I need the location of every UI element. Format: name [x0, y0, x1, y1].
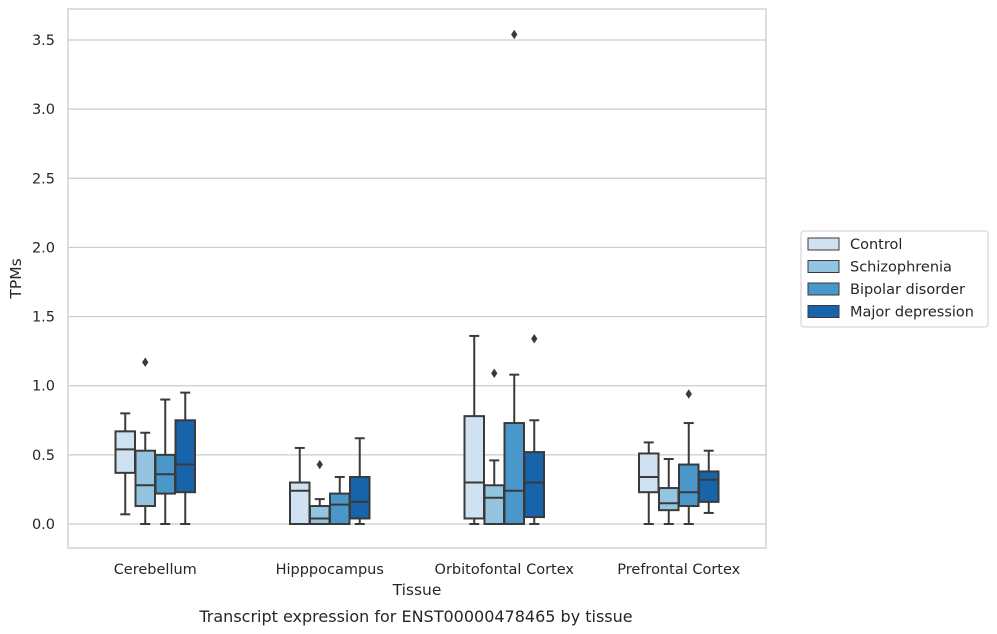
box-group — [463, 334, 485, 525]
outlier-point — [531, 333, 538, 344]
legend-box — [800, 230, 989, 328]
box-group — [329, 475, 351, 526]
box-group — [483, 368, 505, 525]
box-body — [114, 430, 136, 474]
box-body — [463, 415, 485, 520]
box-group — [289, 446, 311, 525]
x-axis-title: Tissue — [392, 581, 442, 599]
box-group — [678, 389, 700, 525]
box-group — [503, 29, 525, 525]
y-axis-title: TPMs — [7, 258, 25, 299]
box-body — [638, 452, 660, 494]
legend-label: Major depression — [850, 305, 974, 321]
x-tick-labels: Cerebellum Hipppocampus Orbitofontal Corte… — [114, 562, 741, 578]
x-tick-label: Orbitofontal Cortex — [435, 562, 575, 578]
box-body — [349, 475, 371, 520]
x-tick-label: Hipppocampus — [276, 562, 384, 578]
y-tick-labels: 0.0 0.5 1.0 1.5 2.0 2.5 3.0 3.5 — [32, 33, 55, 533]
legend-swatch — [807, 237, 840, 251]
legend-label: Schizophrenia — [850, 260, 952, 276]
box-body — [289, 481, 311, 525]
box-body — [329, 492, 351, 526]
box-body — [503, 422, 525, 525]
x-tick-label: Cerebellum — [114, 562, 197, 578]
legend-swatch — [807, 305, 840, 318]
box-group — [309, 459, 331, 525]
plot-frame — [67, 8, 767, 549]
box-body — [309, 505, 331, 525]
outlier-point — [142, 357, 149, 367]
box-body — [658, 487, 680, 512]
box-marks — [114, 29, 720, 526]
legend-swatch — [807, 282, 840, 296]
chart-caption: Transcript expression for ENST0000047846… — [198, 607, 632, 626]
box-group — [174, 391, 196, 525]
outlier-point — [316, 459, 323, 470]
box-group — [154, 398, 176, 525]
box-body — [174, 419, 196, 494]
grid-lines — [68, 39, 766, 525]
box-body — [483, 484, 505, 525]
box-group — [523, 333, 545, 525]
box-group — [134, 357, 156, 525]
box-body — [678, 463, 700, 508]
legend-label: Bipolar disorder — [850, 282, 965, 298]
box-group — [114, 412, 136, 516]
legend: Control Schizophrenia Bipolar disorder Majo… — [800, 230, 989, 328]
legend-item: Major depression — [807, 305, 974, 321]
y-tick-label: 3.0 — [32, 102, 55, 118]
box-body — [134, 449, 156, 508]
outlier-point — [685, 389, 692, 399]
legend-item: Schizophrenia — [807, 260, 952, 276]
legend-item: Control — [807, 237, 902, 253]
y-tick-label: 2.5 — [32, 171, 55, 187]
outlier-point — [511, 29, 518, 40]
outlier-point — [491, 368, 498, 378]
y-tick-label: 1.0 — [32, 379, 55, 395]
box-group — [349, 437, 371, 525]
x-tick-label: Prefrontal Cortex — [617, 562, 740, 578]
box-group — [658, 458, 680, 525]
y-tick-label: 0.0 — [32, 517, 55, 533]
legend-item: Bipolar disorder — [807, 282, 965, 298]
box-body — [698, 470, 720, 503]
y-tick-label: 0.5 — [32, 448, 55, 464]
y-tick-label: 3.5 — [32, 33, 55, 49]
legend-swatch — [807, 260, 840, 273]
y-tick-label: 1.5 — [32, 310, 55, 326]
box-body — [523, 451, 545, 519]
box-group — [698, 449, 720, 514]
legend-label: Control — [850, 237, 902, 253]
box-group — [638, 441, 660, 525]
y-tick-label: 2.0 — [32, 240, 55, 256]
